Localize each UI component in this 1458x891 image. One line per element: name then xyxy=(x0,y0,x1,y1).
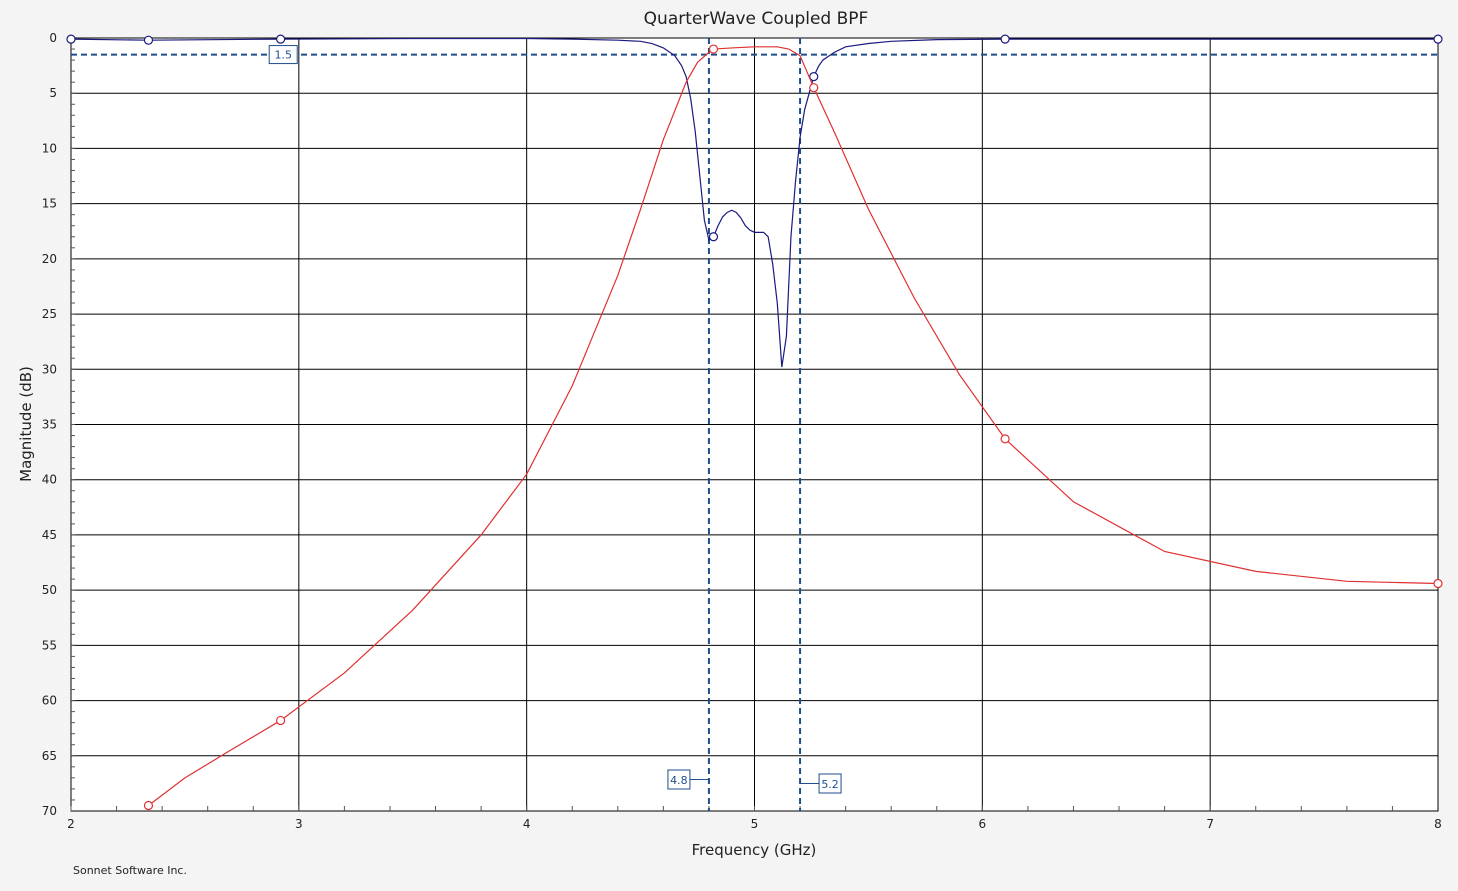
series-marker xyxy=(1000,434,1010,444)
series-marker xyxy=(1000,34,1010,44)
x-tick-label: 4 xyxy=(523,817,531,831)
x-tick-label: 7 xyxy=(1206,817,1214,831)
y-tick-label: 40 xyxy=(42,473,57,487)
y-tick-label: 45 xyxy=(42,528,57,542)
grid-lines xyxy=(70,37,1439,812)
y-tick-label: 65 xyxy=(42,749,57,763)
chart-title: QuarterWave Coupled BPF xyxy=(644,9,869,29)
series-marker xyxy=(1433,34,1443,44)
x-tick-labels: 2 3 4 5 6 7 8 xyxy=(67,817,1442,831)
x-tick-label: 6 xyxy=(979,817,987,831)
reference-line-5.2: 5.2 xyxy=(799,38,842,811)
series-marker xyxy=(276,715,286,726)
reference-label-box xyxy=(667,769,691,790)
series-marker xyxy=(66,34,76,44)
series-marker xyxy=(1433,578,1443,589)
reference-line-1.5: 1.5 xyxy=(71,45,1438,65)
series-marker xyxy=(708,232,719,242)
x-tick-label: 2 xyxy=(67,817,75,831)
reference-label: 4.8 xyxy=(670,774,688,787)
series-line xyxy=(148,46,1439,806)
series-marker xyxy=(809,83,819,93)
series-0 xyxy=(66,34,1443,368)
series-1 xyxy=(143,44,1443,811)
y-tick-label: 30 xyxy=(42,362,57,376)
y-tick-label: 0 xyxy=(49,31,57,45)
reference-label-box xyxy=(818,773,842,794)
y-tick-label: 25 xyxy=(42,307,57,321)
series-marker xyxy=(708,44,719,54)
y-tick-label: 15 xyxy=(42,197,57,211)
reference-label: 1.5 xyxy=(274,49,292,62)
y-tick-label: 35 xyxy=(42,418,57,432)
y-tick-label: 55 xyxy=(42,638,57,652)
reference-label-box xyxy=(268,45,298,65)
y-axis-label: Magnitude (dB) xyxy=(17,366,35,482)
y-tick-label: 50 xyxy=(42,583,57,597)
y-tick-label: 70 xyxy=(42,804,57,818)
minor-ticks xyxy=(70,37,1393,811)
x-tick-label: 8 xyxy=(1434,817,1442,831)
y-tick-labels: 0 5 10 15 20 25 30 35 40 45 50 55 60 65 70 xyxy=(42,31,57,818)
series-marker xyxy=(276,34,286,44)
x-tick-label: 5 xyxy=(751,817,759,831)
y-tick-label: 10 xyxy=(42,141,57,155)
series-group xyxy=(66,34,1443,811)
x-axis-label: Frequency (GHz) xyxy=(692,841,817,859)
y-tick-label: 60 xyxy=(42,694,57,708)
series-marker xyxy=(809,72,819,82)
x-tick-label: 3 xyxy=(295,817,303,831)
series-marker xyxy=(143,800,154,811)
series-line xyxy=(70,37,1438,368)
credit-text: Sonnet Software Inc. xyxy=(73,864,187,877)
reference-label: 5.2 xyxy=(821,778,839,791)
reference-line-4.8: 4.8 xyxy=(667,38,710,811)
y-tick-label: 20 xyxy=(42,252,57,266)
reference-lines: 1.5 4.8 5.2 xyxy=(71,38,1438,811)
series-marker xyxy=(143,35,154,45)
y-tick-label: 5 xyxy=(49,86,57,100)
